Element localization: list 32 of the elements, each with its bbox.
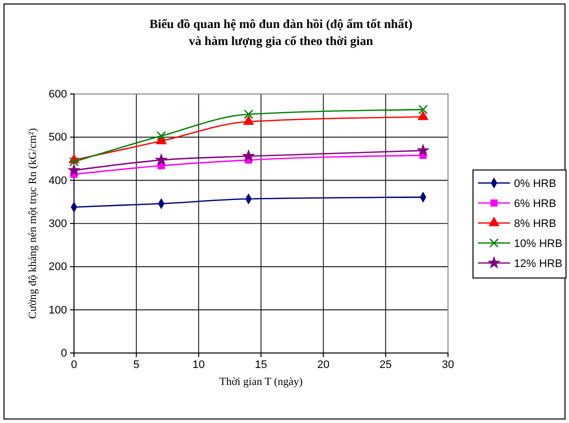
point (68, 164, 80, 176)
y-tick-label: 200 (48, 261, 67, 274)
point (416, 144, 430, 156)
x-tick-label: 15 (254, 358, 268, 371)
point (154, 153, 168, 166)
x-tick-label: 25 (380, 358, 392, 371)
y-tick-label: 400 (48, 174, 67, 187)
y-tick-label: 600 (48, 88, 67, 101)
x-tick-label: 10 (192, 358, 205, 371)
point (69, 157, 79, 166)
x-axis-title: Thời gian T (ngày) (219, 376, 303, 388)
point (418, 110, 428, 120)
legend-label: 0% HRB (514, 178, 556, 190)
point (418, 104, 428, 114)
x-tick-label: 0 (70, 358, 78, 371)
y-tick-label: 500 (48, 132, 67, 144)
legend-label: 6% HRB (514, 198, 556, 210)
chart-title: Biểu đồ quan hệ mô đun đàn hồi (độ ẩm tốt nhất) và hàm lượng gia cố theo thời gian (150, 17, 412, 48)
x-tick-label: 5 (133, 358, 140, 371)
point (242, 150, 255, 162)
legend-label: 12% HRB (514, 258, 562, 270)
point (156, 131, 166, 141)
legend-label: 10% HRB (514, 238, 562, 250)
y-tick-label: 300 (48, 218, 67, 230)
x-tick-label: 20 (317, 358, 330, 371)
point (244, 110, 254, 120)
y-tick-label: 0 (60, 348, 67, 360)
y-tick-label: 100 (48, 304, 67, 316)
point (243, 115, 254, 125)
x-tick-label: 30 (442, 358, 454, 371)
legend-label: 8% HRB (514, 218, 556, 230)
y-axis-title: Cường độ kháng nén một trục Rn (kG/cm²) (27, 128, 39, 319)
